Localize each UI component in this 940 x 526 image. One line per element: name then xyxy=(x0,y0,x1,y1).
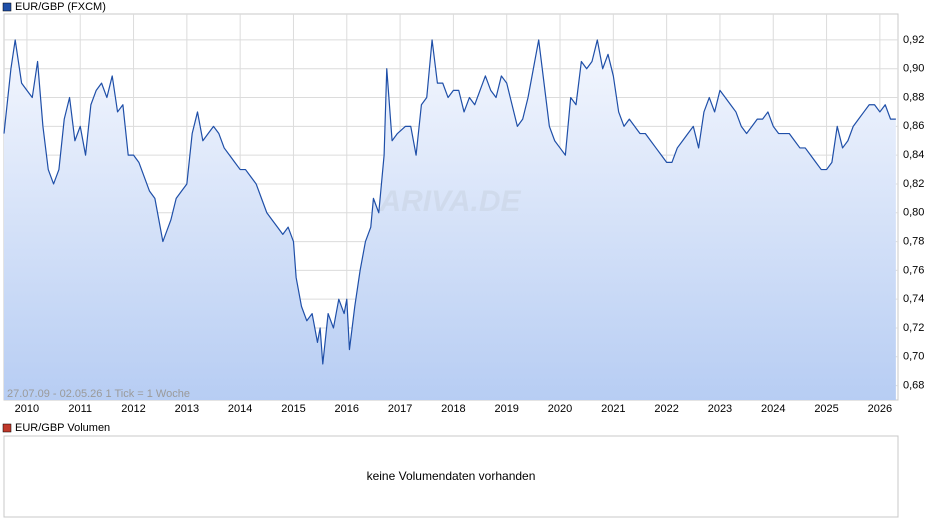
legend-label: EUR/GBP (FXCM) xyxy=(15,1,106,13)
x-tick-label: 2019 xyxy=(494,403,518,415)
area xyxy=(4,39,896,401)
y-tick-label: 0,74 xyxy=(903,293,924,305)
y-tick-label: 0,76 xyxy=(903,264,924,276)
line xyxy=(3,39,896,365)
x-tick-label: 2012 xyxy=(121,403,145,415)
y-tick-label: 0,90 xyxy=(903,63,924,75)
x-tick-label: 2026 xyxy=(868,403,892,415)
volume-legend-swatch xyxy=(2,423,12,433)
y-tick-label: 0,78 xyxy=(903,235,924,247)
x-tick-label: 2025 xyxy=(814,403,838,415)
x-tick-label: 2014 xyxy=(228,403,252,415)
x-tick-label: 2013 xyxy=(175,403,199,415)
y-tick-label: 0,88 xyxy=(903,91,924,103)
y-tick-label: 0,68 xyxy=(903,380,924,392)
y-tick-label: 0,92 xyxy=(903,34,924,46)
legend-swatch xyxy=(2,2,12,12)
x-tick-label: 2017 xyxy=(388,403,412,415)
volume-frame xyxy=(3,435,899,518)
x-tick-label: 2018 xyxy=(441,403,465,415)
y-tick-label: 0,86 xyxy=(903,120,924,132)
x-tick-label: 2021 xyxy=(601,403,625,415)
x-tick-label: 2010 xyxy=(15,403,39,415)
x-tick-label: 2015 xyxy=(281,403,305,415)
x-tick-label: 2020 xyxy=(548,403,572,415)
x-tick-label: 2024 xyxy=(761,403,785,415)
y-tick-label: 0,72 xyxy=(903,322,924,334)
x-tick-label: 2023 xyxy=(708,403,732,415)
range-annotation: 27.07.09 - 02.05.26 1 Tick = 1 Woche xyxy=(7,388,190,400)
y-tick-label: 0,70 xyxy=(903,351,924,363)
volume-message: keine Volumendaten vorhanden xyxy=(367,469,536,483)
y-tick-label: 0,82 xyxy=(903,178,924,190)
y-tick-label: 0,80 xyxy=(903,207,924,219)
y-tick-label: 0,84 xyxy=(903,149,924,161)
watermark: ARIVA.DE xyxy=(378,185,521,218)
x-tick-label: 2016 xyxy=(335,403,359,415)
volume-legend-label: EUR/GBP Volumen xyxy=(15,422,110,434)
x-tick-label: 2022 xyxy=(654,403,678,415)
x-tick-label: 2011 xyxy=(68,403,92,415)
